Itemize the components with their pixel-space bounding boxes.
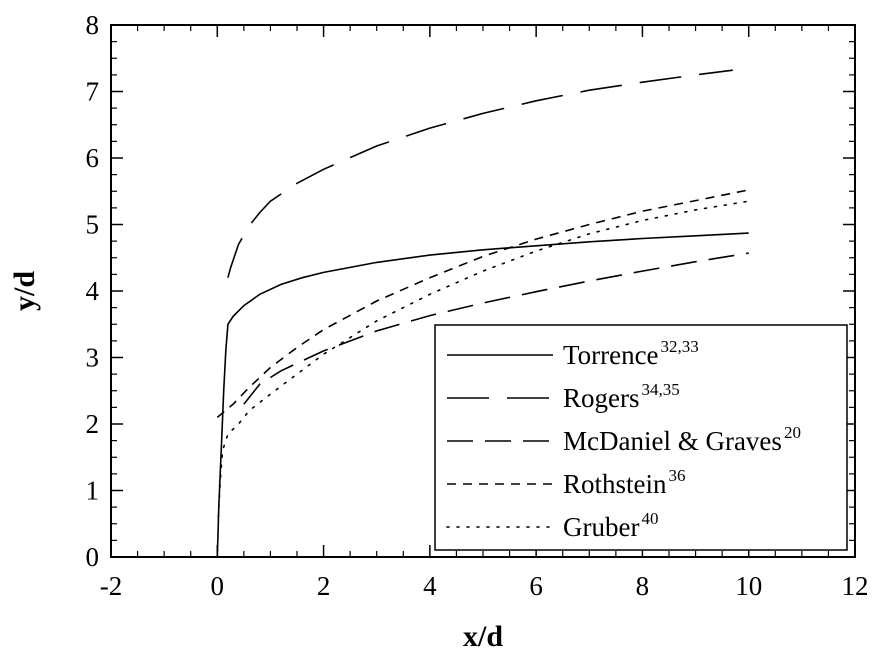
y-tick-label: 5 <box>86 210 100 240</box>
legend-box <box>434 324 848 551</box>
legend-reference: 34,35 <box>642 380 680 399</box>
legend-reference: 32,33 <box>661 337 699 356</box>
y-tick-label: 8 <box>86 10 100 40</box>
x-tick-label: 8 <box>636 571 650 601</box>
y-tick-label: 2 <box>86 409 100 439</box>
x-tick-label: 2 <box>317 571 331 601</box>
series-line-mcdaniel-graves <box>243 252 749 405</box>
series-line-rogers <box>227 69 733 278</box>
x-tick-label: 4 <box>423 571 437 601</box>
legend-label: Torrence 32,33 <box>563 337 699 370</box>
legend: Torrence 32,33 Rogers 34,35 McDaniel & Grave… <box>434 324 848 551</box>
series-lines <box>216 69 750 558</box>
y-axis-title: y/d <box>8 271 41 311</box>
legend-reference: 20 <box>784 423 801 442</box>
y-tick-label: 3 <box>86 343 100 373</box>
x-tick-label: 12 <box>842 571 869 601</box>
x-tick-label: 6 <box>529 571 543 601</box>
legend-reference: 36 <box>669 466 686 485</box>
y-tick-label: 4 <box>86 276 100 306</box>
legend-label: Rogers 34,35 <box>563 380 680 413</box>
legend-label: Rothstein 36 <box>563 466 686 499</box>
legend-reference: 40 <box>641 509 658 528</box>
y-tick-label: 7 <box>86 77 100 107</box>
series-line-rothstein <box>216 189 749 419</box>
y-tick-label: 0 <box>86 542 100 572</box>
y-tick-label: 1 <box>86 476 100 506</box>
series-line-torrence <box>216 232 749 558</box>
plot-frame <box>110 24 856 558</box>
series-line-gruber <box>217 200 750 518</box>
legend-label: McDaniel & Graves 20 <box>563 423 801 456</box>
x-tick-label: 10 <box>735 571 762 601</box>
x-axis-title: x/d <box>463 620 503 653</box>
x-tick-label: -2 <box>100 571 123 601</box>
y-tick-label: 6 <box>86 143 100 173</box>
x-tick-label: 0 <box>211 571 225 601</box>
